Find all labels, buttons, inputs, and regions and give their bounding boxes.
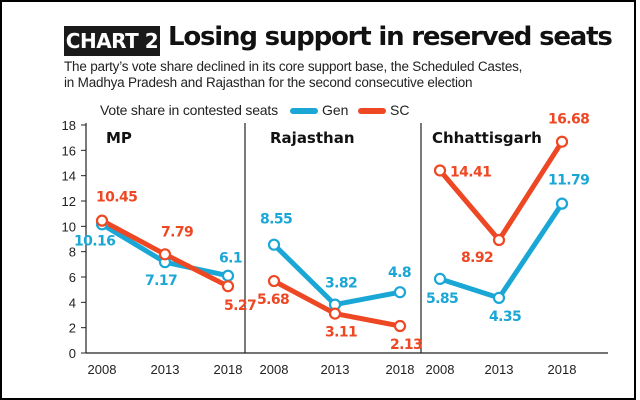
y-tick-label: 10 [62, 219, 76, 234]
x-tick-label: 2018 [214, 362, 243, 377]
x-tick-label: 2018 [386, 362, 415, 377]
x-tick-label: 2018 [548, 362, 577, 377]
data-label-gen: 4.8 [388, 265, 411, 281]
data-point-gen [267, 238, 281, 251]
panel-title-mp: MP [106, 129, 132, 147]
x-tick-label: 2008 [426, 362, 455, 377]
legend-item-gen: Gen [322, 102, 349, 118]
series-line-gen [437, 201, 565, 301]
legend-item-sc: SC [390, 102, 410, 118]
data-label-sc: 8.92 [461, 250, 493, 266]
x-tick-label: 2008 [260, 362, 289, 377]
y-tick-label: 4 [69, 295, 76, 310]
panel-title-chhattisgarh: Chhattisgarh [432, 129, 542, 147]
data-label-gen: 8.55 [260, 212, 292, 228]
data-label-gen: 7.17 [145, 273, 177, 289]
chart-subtitle: The party’s vote share declined in its c… [64, 59, 624, 90]
data-point-gen [555, 197, 569, 210]
data-label-sc: 7.79 [161, 224, 193, 240]
y-tick-label: 14 [62, 169, 76, 184]
data-point-sc [158, 248, 172, 261]
x-tick-label: 2013 [321, 362, 350, 377]
subtitle-line: The party’s vote share declined in its c… [64, 59, 523, 74]
data-point-sc [555, 135, 569, 148]
data-point-sc [492, 233, 506, 247]
y-tick-label: 2 [69, 321, 76, 336]
data-label-gen: 4.35 [489, 309, 521, 325]
y-tick-label: 0 [69, 346, 76, 361]
data-point-sc [433, 164, 447, 177]
data-point-sc [267, 274, 281, 288]
series-line-sc [437, 139, 565, 243]
y-tick-label: 16 [62, 143, 76, 158]
data-label-sc: 16.68 [548, 112, 589, 128]
data-point-gen [492, 291, 506, 304]
data-label-sc: 5.68 [257, 292, 289, 308]
legend-label: Vote share in contested seats [100, 102, 278, 118]
panel-title-rajasthan: Rajasthan [270, 129, 355, 147]
y-tick-label: 6 [69, 270, 76, 285]
y-tick-label: 8 [69, 245, 76, 260]
data-label-sc: 10.45 [96, 190, 137, 206]
data-point-gen [221, 269, 235, 282]
subtitle-line: in Madhya Pradesh and Rajasthan for the … [64, 74, 473, 90]
legend-swatch-gen [290, 108, 318, 114]
legend-swatch-sc [358, 108, 386, 114]
data-label-sc: 2.13 [390, 337, 422, 353]
data-point-sc [221, 280, 235, 293]
data-point-sc [393, 319, 407, 333]
y-tick-label: 18 [62, 118, 76, 133]
x-tick-label: 2013 [485, 362, 514, 377]
data-point-sc [95, 214, 109, 227]
chart-title: Losing support in reserved seats [168, 22, 613, 52]
data-label-sc: 14.41 [450, 164, 491, 180]
data-label-gen: 5.85 [426, 291, 458, 307]
data-label-gen: 3.82 [325, 276, 357, 292]
data-label-gen: 6.1 [219, 251, 242, 267]
chart-number-tag: CHART 2 [64, 26, 160, 56]
y-tick-label: 12 [62, 194, 76, 209]
data-label-gen: 10.16 [74, 233, 115, 249]
data-point-gen [433, 272, 447, 285]
data-point-sc [328, 307, 342, 320]
data-point-gen [393, 286, 407, 299]
data-label-gen: 11.79 [548, 173, 589, 189]
x-tick-label: 2013 [151, 362, 180, 377]
data-label-sc: 3.11 [325, 325, 357, 341]
line-chart: 0 2 4 6 8 10 12 14 16 18 MP 2008 2013 2018 10.16 7.17 6.… [62, 112, 608, 377]
x-tick-label: 2008 [88, 362, 117, 377]
data-label-sc: 5.27 [224, 298, 256, 314]
